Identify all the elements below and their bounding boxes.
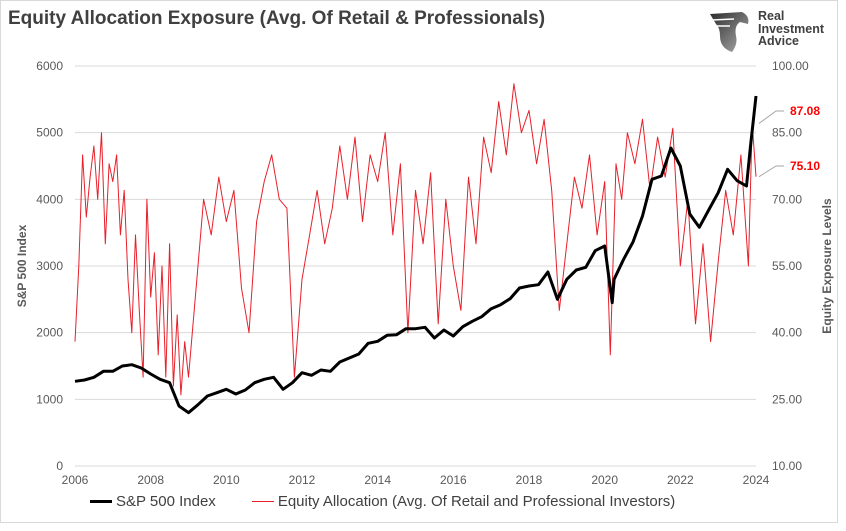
annotation-label: 75.10 [790,159,820,173]
logo-word: Real [758,9,785,23]
y-tick-label: 6000 [36,59,63,73]
y-tick-label: 0 [56,459,63,473]
sp500-line [74,95,758,415]
y2-axis-label: Equity Exposure Levels [820,198,834,334]
x-tick-label: 2012 [289,473,316,487]
y2-tick-label: 25.00 [772,392,802,406]
logo: Real Investment Advice [706,8,836,54]
y2-tick-label: 40.00 [772,326,802,340]
y-tick-label: 4000 [36,192,63,206]
chart-title: Equity Allocation Exposure (Avg. Of Reta… [8,8,546,29]
y-tick-label: 5000 [36,126,63,140]
y2-tick-label: 10.00 [772,459,802,473]
x-tick-label: 2016 [440,473,467,487]
x-tick-label: 2020 [591,473,618,487]
annotation-leader-line [758,165,784,178]
y-tick-label: 2000 [36,326,63,340]
logo-word: Advice [758,34,799,48]
y2-tick-label: 85.00 [772,126,802,140]
y-axis-label: S&P 500 Index [15,224,29,307]
y-tick-label: 1000 [36,392,63,406]
legend-item-equity-allocation: Equity Allocation (Avg. Of Retail and Pr… [251,493,676,510]
x-tick-label: 2018 [516,473,543,487]
y2-tick-label: 70.00 [772,192,802,206]
legend-label: Equity Allocation (Avg. Of Retail and Pr… [277,493,676,510]
chart-frame [0,0,838,523]
annotation-leader-line [758,110,784,124]
equity-allocation-line [74,83,757,396]
legend-swatch-black [90,500,112,503]
y2-tick-label: 100.00 [772,59,809,73]
logo-word: Investment [758,21,824,36]
x-tick-label: 2014 [364,473,391,487]
y-tick-label: 3000 [36,259,63,273]
x-tick-label: 2024 [743,473,770,487]
annotation-label: 87.08 [790,104,820,118]
y2-tick-label: 55.00 [772,259,802,273]
legend-swatch-red [251,501,274,502]
legend-label: S&P 500 Index [116,493,216,510]
x-tick-label: 2022 [667,473,694,487]
x-tick-label: 2006 [62,473,89,487]
x-tick-label: 2008 [137,473,164,487]
legend: S&P 500 Index Equity Allocation (Avg. Of… [90,493,675,510]
legend-item-sp500: S&P 500 Index [90,493,216,510]
logo-text: Real Investment Advice [758,10,824,48]
x-tick-label: 2010 [213,473,240,487]
eagle-head-icon [710,12,749,52]
